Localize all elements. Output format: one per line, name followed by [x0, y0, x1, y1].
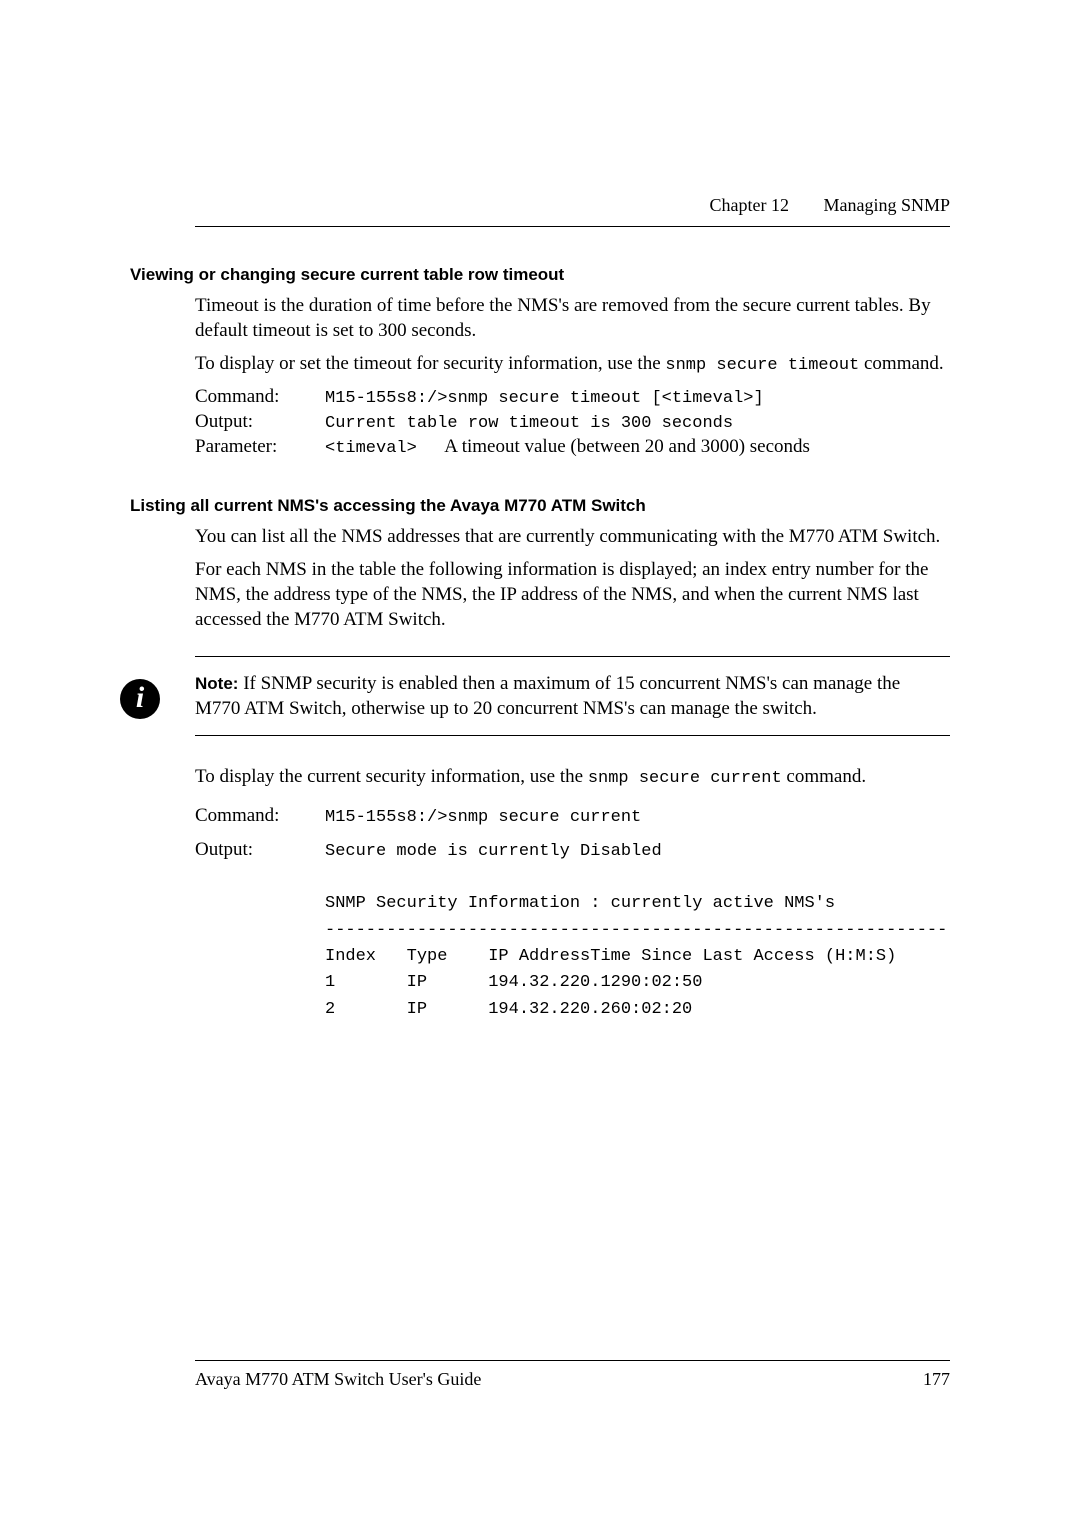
definition-table: Command: M15-155s8:/>snmp secure current… — [195, 805, 950, 1023]
note-label: Note: — [195, 674, 238, 693]
note-body: If SNMP security is enabled then a maxim… — [195, 673, 900, 719]
definition-table: Command: M15-155s8:/>snmp secure timeout… — [195, 386, 950, 458]
page: Chapter 12 Managing SNMP Viewing or chan… — [0, 0, 1080, 1528]
text-fragment: To display the current security informat… — [195, 766, 588, 787]
note-block: i Note: If SNMP security is enabled then… — [195, 656, 950, 736]
parameter-label: Parameter: — [195, 436, 325, 458]
book-title: Avaya M770 ATM Switch User's Guide — [195, 1369, 481, 1389]
section-heading-timeout: Viewing or changing secure current table… — [130, 265, 950, 285]
paragraph: Timeout is the duration of time before t… — [195, 293, 950, 343]
text-fragment: command. — [859, 353, 943, 374]
command-label: Command: — [195, 386, 325, 408]
paragraph: To display the current security informat… — [195, 764, 950, 790]
output-block: Secure mode is currently Disabled SNMP S… — [325, 839, 947, 1023]
output-row: Output: Secure mode is currently Disable… — [195, 839, 950, 1023]
command-value: M15-155s8:/>snmp secure current — [325, 808, 641, 827]
page-number: 177 — [923, 1369, 950, 1390]
parameter-name: <timeval> — [325, 439, 417, 458]
output-value: Current table row timeout is 300 seconds — [325, 414, 733, 433]
info-icon: i — [120, 679, 160, 719]
text-fragment: To display or set the timeout for securi… — [195, 353, 665, 374]
chapter-title: Managing SNMP — [823, 195, 950, 215]
parameter-value: <timeval> A timeout value (between 20 an… — [325, 436, 810, 458]
output-label: Output: — [195, 411, 325, 433]
text-fragment: command. — [782, 766, 866, 787]
paragraph: You can list all the NMS addresses that … — [195, 524, 950, 549]
parameter-row: Parameter: <timeval> A timeout value (be… — [195, 436, 950, 458]
command-row: Command: M15-155s8:/>snmp secure timeout… — [195, 386, 950, 408]
page-header: Chapter 12 Managing SNMP — [195, 195, 950, 227]
command-row: Command: M15-155s8:/>snmp secure current — [195, 805, 950, 827]
inline-code: snmp secure timeout — [665, 356, 859, 375]
output-label: Output: — [195, 839, 325, 861]
parameter-description: A timeout value (between 20 and 3000) se… — [444, 436, 810, 457]
command-value: M15-155s8:/>snmp secure timeout [<timeva… — [325, 389, 764, 408]
command-label: Command: — [195, 805, 325, 827]
note-text: Note: If SNMP security is enabled then a… — [195, 671, 950, 721]
section-heading-listing: Listing all current NMS's accessing the … — [130, 496, 950, 516]
inline-code: snmp secure current — [588, 769, 782, 788]
content-area: Viewing or changing secure current table… — [195, 265, 950, 1023]
page-footer: Avaya M770 ATM Switch User's Guide 177 — [195, 1360, 950, 1390]
paragraph: For each NMS in the table the following … — [195, 557, 950, 632]
chapter-label: Chapter 12 — [710, 195, 789, 215]
paragraph: To display or set the timeout for securi… — [195, 351, 950, 377]
output-row: Output: Current table row timeout is 300… — [195, 411, 950, 433]
